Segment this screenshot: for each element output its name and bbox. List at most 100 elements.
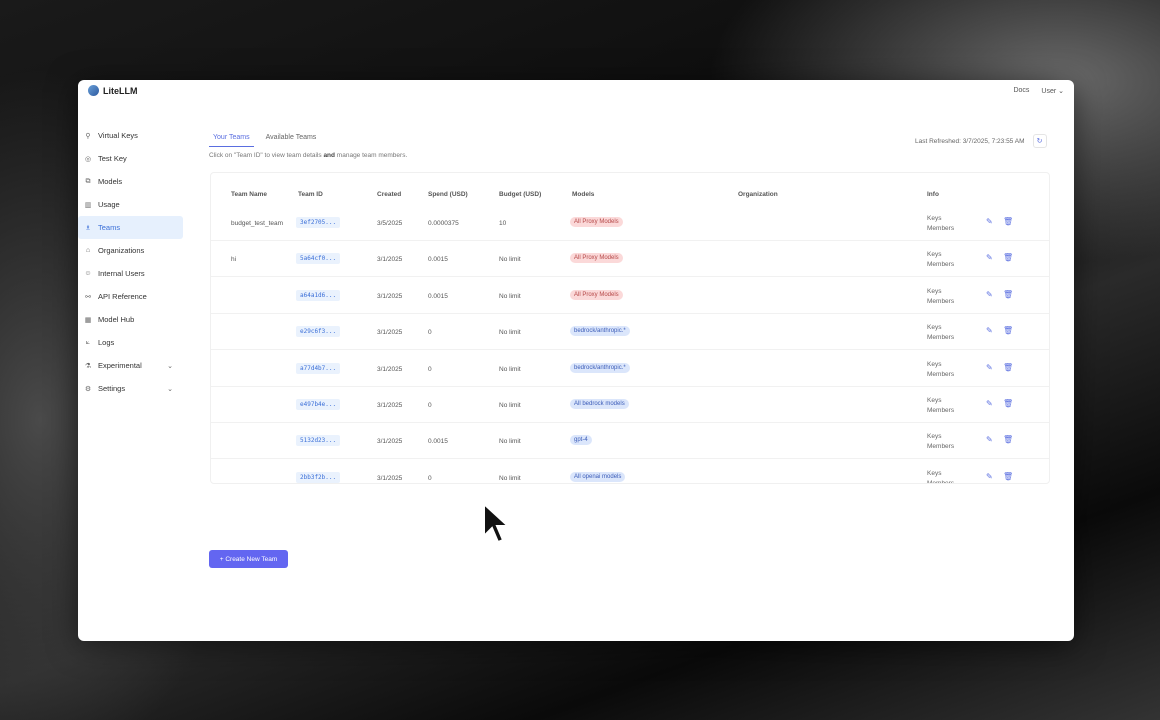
created-date: 3/1/2025 <box>377 365 403 373</box>
delete-icon[interactable]: 🗑 <box>1003 399 1014 408</box>
sidebar-item-label: Models <box>98 177 123 186</box>
members-label: Members <box>927 407 955 414</box>
sidebar-item-label: Virtual Keys <box>98 131 138 140</box>
user-menu[interactable]: User ⌄ <box>1041 87 1064 95</box>
team-id-link[interactable]: 3ef2705... <box>296 217 341 228</box>
delete-icon[interactable]: 🗑 <box>1003 217 1014 226</box>
team-name: hi <box>231 256 237 264</box>
sidebar-item-experimental[interactable]: ⚗ Experimental ⌄ <box>78 354 183 377</box>
app-window: LiteLLM Docs User ⌄ ⚲ Virtual Keys ◎ Test Ke… <box>78 80 1074 641</box>
sidebar: ⚲ Virtual Keys ◎ Test Key ⧉ Models ▥ Usage ♗ Team… <box>78 124 183 400</box>
docs-link[interactable]: Docs <box>1013 87 1030 94</box>
delete-icon[interactable]: 🗑 <box>1003 471 1014 481</box>
edit-icon[interactable]: ✎ <box>986 435 993 445</box>
budget: No limit <box>499 365 521 373</box>
sidebar-item-usage[interactable]: ▥ Usage <box>78 193 183 216</box>
sidebar-item-teams[interactable]: ♗ Teams <box>78 216 183 239</box>
info: Keys Members <box>927 396 954 416</box>
members-label: Members <box>927 225 955 232</box>
team-id-link[interactable]: a77d4b7... <box>296 362 341 374</box>
delete-icon[interactable]: 🗑 <box>1003 435 1014 445</box>
sidebar-item-test-key[interactable]: ◎ Test Key <box>78 147 183 170</box>
sidebar-item-models[interactable]: ⧉ Models <box>78 170 183 193</box>
budget: No limit <box>499 256 521 264</box>
keys-label: Keys <box>927 433 942 441</box>
keys-label: Keys <box>927 251 942 259</box>
column-header[interactable]: Spend (USD) <box>428 191 468 198</box>
keys-label: Keys <box>927 397 942 404</box>
keys-label: Keys <box>927 215 942 222</box>
team-icon: ♗ <box>84 224 92 232</box>
key-icon: ⚲ <box>85 132 91 140</box>
model-badge: bedrock/anthropic.* <box>570 326 630 337</box>
create-new-team-button[interactable]: + Create New Team <box>209 550 288 568</box>
model-badge: All openai models <box>570 471 626 482</box>
edit-icon[interactable]: ✎ <box>986 253 993 263</box>
delete-icon[interactable]: 🗑 <box>1003 326 1014 336</box>
tab-your-teams[interactable]: Your Teams <box>209 131 254 147</box>
team-id-link[interactable]: a64a1d6... <box>296 289 341 301</box>
column-header[interactable]: Models <box>572 191 595 198</box>
table-row: 2bb3f2b... 3/1/2025 0 No limit All opena… <box>211 460 1049 483</box>
team-id-link[interactable]: 2bb3f2b... <box>296 471 341 483</box>
column-header[interactable]: Budget (USD) <box>499 191 542 198</box>
sidebar-item-settings[interactable]: ⚙ Settings ⌄ <box>78 377 183 400</box>
budget: No limit <box>499 474 521 482</box>
created-date: 3/1/2025 <box>377 256 403 264</box>
column-header[interactable]: Team Name <box>231 191 268 198</box>
column-header[interactable]: Organization <box>738 191 778 198</box>
spend: 0 <box>428 402 432 409</box>
info: Keys Members <box>927 469 954 483</box>
sidebar-item-api-reference[interactable]: ⚯ API Reference <box>78 285 183 308</box>
members-label: Members <box>927 261 955 269</box>
edit-icon[interactable]: ✎ <box>986 326 993 336</box>
sidebar-item-virtual-keys[interactable]: ⚲ Virtual Keys <box>78 124 183 147</box>
model-badge: gpt-4 <box>570 435 592 446</box>
experiment-icon: ⚗ <box>84 362 92 370</box>
spend: 0 <box>428 474 432 482</box>
sidebar-item-logs[interactable]: ⟀ Logs <box>78 331 183 354</box>
mouse-cursor-icon <box>483 502 510 544</box>
sidebar-item-internal-users[interactable]: ☺ Internal Users <box>78 262 183 285</box>
edit-icon[interactable]: ✎ <box>986 217 993 226</box>
hint-text: Click on "Team ID" to view team details … <box>209 152 408 159</box>
budget: No limit <box>499 292 521 300</box>
delete-icon[interactable]: 🗑 <box>1003 289 1014 299</box>
info: Keys Members <box>927 323 954 343</box>
table-row: budget_test_team 3ef2705... 3/5/2025 0.0… <box>211 205 1049 241</box>
apps-icon: ▦ <box>84 316 92 324</box>
table-row: hi 5a64cf0... 3/1/2025 0.0015 No limit A… <box>211 241 1049 278</box>
sidebar-item-model-hub[interactable]: ▦ Model Hub <box>78 308 183 331</box>
refresh-icon: ↻ <box>1036 138 1043 145</box>
members-label: Members <box>927 297 955 305</box>
logo-icon <box>88 85 99 96</box>
members-label: Members <box>927 334 955 342</box>
sidebar-item-label: Test Key <box>98 154 127 163</box>
sidebar-item-label: Usage <box>98 200 120 209</box>
team-id-link[interactable]: 5a64cf0... <box>296 253 341 265</box>
keys-label: Keys <box>927 360 942 368</box>
app-title: LiteLLM <box>103 85 138 96</box>
tab-available-teams[interactable]: Available Teams <box>265 134 317 141</box>
column-header[interactable]: Created <box>377 191 402 198</box>
edit-icon[interactable]: ✎ <box>986 362 993 372</box>
sidebar-item-label: Logs <box>98 338 115 347</box>
delete-icon[interactable]: 🗑 <box>1003 253 1014 263</box>
spend: 0.0015 <box>428 256 448 264</box>
logo[interactable]: LiteLLM <box>88 85 138 96</box>
teams-table: Team Name Team ID Created Spend (USD) Budget… <box>210 172 1050 484</box>
team-id-link[interactable]: e29c6f3... <box>296 326 341 338</box>
model-badge: bedrock/anthropic.* <box>570 362 630 373</box>
team-id-link[interactable]: 5132d23... <box>296 435 341 447</box>
column-header[interactable]: Info <box>927 191 939 198</box>
team-id-link[interactable]: e497b4e... <box>296 399 341 410</box>
sidebar-item-organizations[interactable]: ⌂ Organizations <box>78 239 183 262</box>
edit-icon[interactable]: ✎ <box>986 471 993 481</box>
column-header[interactable]: Team ID <box>298 191 323 198</box>
sidebar-item-label: Settings <box>98 384 126 393</box>
edit-icon[interactable]: ✎ <box>986 289 993 299</box>
delete-icon[interactable]: 🗑 <box>1003 362 1014 372</box>
budget: 10 <box>499 220 507 227</box>
refresh-button[interactable]: ↻ <box>1032 134 1047 148</box>
edit-icon[interactable]: ✎ <box>986 399 993 408</box>
